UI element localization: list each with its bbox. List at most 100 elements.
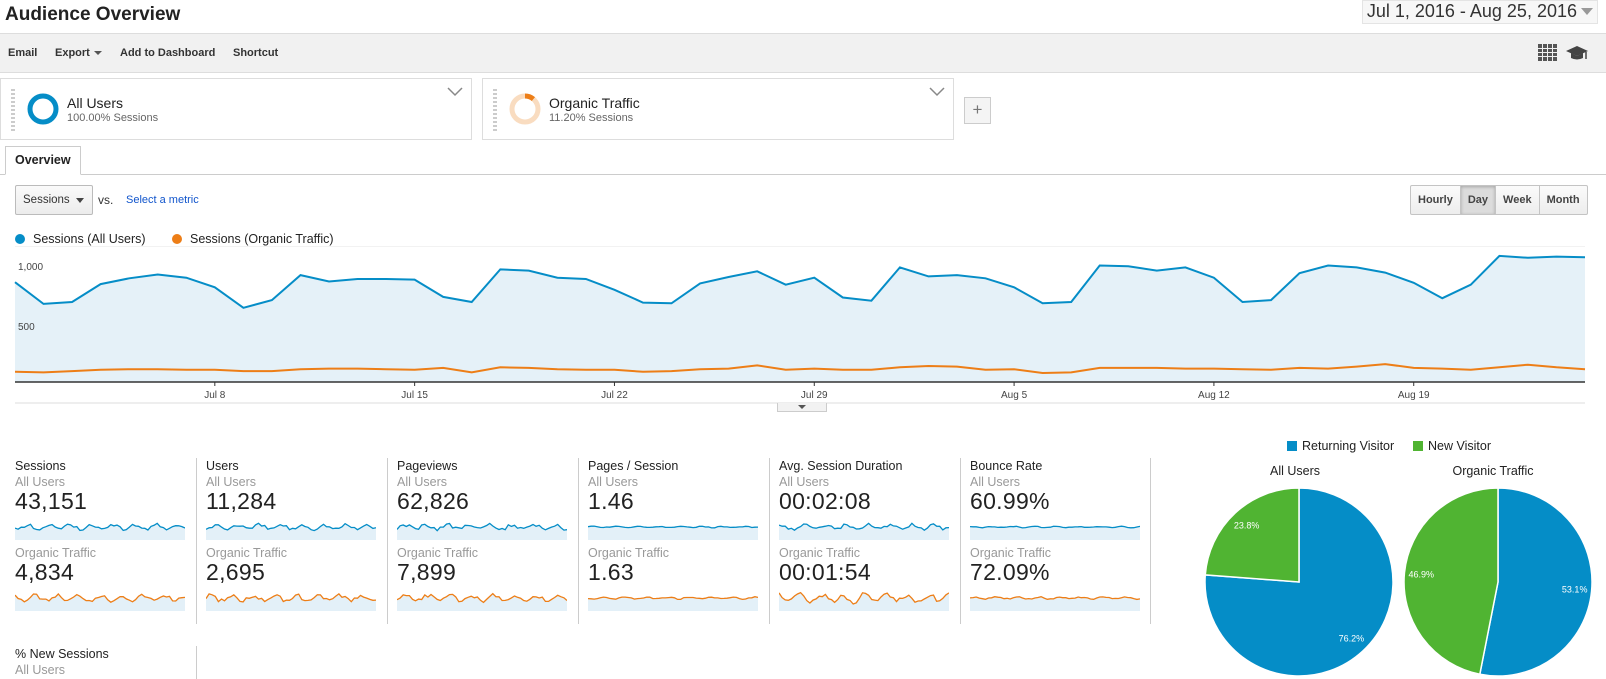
sparkline <box>15 522 185 540</box>
sparkline-line <box>779 522 949 531</box>
x-tick-label: Jul 8 <box>204 390 226 401</box>
caret-down-icon <box>76 198 84 203</box>
add-segment-button[interactable]: + <box>964 97 991 124</box>
scorecard-divider <box>960 458 961 624</box>
pie-slice-returning[interactable] <box>1204 487 1394 677</box>
pie-slice-new[interactable] <box>1403 487 1499 676</box>
scorecard[interactable]: Pages / Session All Users 1.46 Organic Traf… <box>588 459 764 611</box>
scorecard-segment-label: All Users <box>15 663 66 677</box>
chart-collapse-toggle[interactable] <box>777 403 827 412</box>
legend-label: New Visitor <box>1428 439 1491 453</box>
date-range-label: Jul 1, 2016 - Aug 25, 2016 <box>1366 1 1577 21</box>
scorecard-value: 7,899 <box>397 559 457 585</box>
sparkline-line <box>397 522 567 532</box>
sparkline-line <box>779 591 949 605</box>
period-hourly-button[interactable]: Hourly <box>1410 185 1461 215</box>
period-week-button[interactable]: Week <box>1495 185 1540 215</box>
segment-sessions-share: 100.00% Sessions <box>67 112 159 124</box>
caret-down-icon <box>93 51 102 56</box>
pie-slice-label: 76.2% <box>1339 634 1365 644</box>
pie-legend-new[interactable]: New Visitor <box>1413 439 1491 453</box>
segment-card-all-users[interactable]: All Users 100.00% Sessions <box>0 78 472 140</box>
sparkline-area <box>397 593 567 611</box>
drag-handle[interactable] <box>493 89 497 131</box>
sparkline <box>970 596 1140 611</box>
pie-chart-all-users[interactable]: 76.2% 23.8% <box>1203 486 1395 678</box>
scorecard[interactable]: Avg. Session Duration All Users 00:02:08 Or… <box>779 459 955 611</box>
pie-slice-returning[interactable] <box>1478 487 1593 677</box>
scorecard-value: 62,826 <box>397 488 470 514</box>
sparkline-line <box>206 593 376 603</box>
sparkline-area <box>15 523 185 540</box>
period-month-button[interactable]: Month <box>1538 185 1588 215</box>
sessions-line-chart[interactable]: 1,000 500 Jul 8 Jul 15 Jul 22 Jul 29 Aug 5 Aug … <box>0 246 1606 416</box>
scorecard-value: 43,151 <box>15 488 88 514</box>
graduation-cap-icon[interactable] <box>1566 43 1588 63</box>
sparkline-line <box>970 596 1140 601</box>
sparkline <box>397 592 567 611</box>
scorecard-segment-label: All Users <box>588 475 639 489</box>
scorecard[interactable]: Bounce Rate All Users 60.99% Organic Traffi… <box>970 459 1146 611</box>
legend-item-organic[interactable]: Sessions (Organic Traffic) <box>172 232 334 246</box>
sparkline-line <box>588 596 758 601</box>
email-button[interactable]: Email <box>8 47 38 59</box>
shortcut-button[interactable]: Shortcut <box>233 47 279 59</box>
scorecard-segment-label: All Users <box>206 475 257 489</box>
legend-swatch <box>1287 441 1297 451</box>
chevron-down-icon[interactable] <box>929 87 945 97</box>
period-day-button[interactable]: Day <box>1459 185 1497 215</box>
legend-item-all-users[interactable]: Sessions (All Users) <box>15 232 146 246</box>
report-toolbar: Email Export Add to Dashboard Shortcut <box>0 33 1606 73</box>
sparkline <box>588 596 758 611</box>
scorecard-segment-label: Organic Traffic <box>970 546 1052 560</box>
pie-chart-organic[interactable]: 53.1% 46.9% <box>1402 486 1594 678</box>
scorecard-segment-label: All Users <box>397 475 448 489</box>
scorecard[interactable]: Users All Users 11,284 Organic Traffic 2,695 <box>206 459 382 611</box>
scorecard-segment-label: Organic Traffic <box>588 546 670 560</box>
add-to-dashboard-button[interactable]: Add to Dashboard <box>120 47 216 59</box>
sparkline-area <box>15 594 185 611</box>
chevron-down-icon[interactable] <box>447 87 463 97</box>
metric-select[interactable]: Sessions <box>15 185 93 215</box>
sparkline-area <box>206 523 376 540</box>
pie-title-organic: Organic Traffic <box>1452 464 1534 478</box>
sparkline <box>206 593 376 611</box>
legend-dot <box>172 234 182 244</box>
scorecard-divider <box>769 458 770 624</box>
scorecard[interactable]: % New Sessions All Users <box>15 647 191 677</box>
date-range-picker[interactable]: Jul 1, 2016 - Aug 25, 2016 <box>1361 0 1598 24</box>
x-tick-label: Jul 15 <box>401 390 428 401</box>
scorecard[interactable]: Sessions All Users 43,151 Organic Traffic 4,… <box>15 459 191 611</box>
grid-icon[interactable] <box>1538 44 1558 62</box>
pie-legend-returning[interactable]: Returning Visitor <box>1287 439 1394 453</box>
scorecard-segment-label: Organic Traffic <box>779 546 861 560</box>
scorecard-title: Avg. Session Duration <box>779 459 903 473</box>
scorecard-value: 11,284 <box>206 488 277 514</box>
scorecard-title: Sessions <box>15 459 66 473</box>
legend-label: Sessions (All Users) <box>33 232 146 246</box>
sparkline-area <box>588 596 758 611</box>
scorecard-segment-label: All Users <box>15 475 66 489</box>
export-button[interactable]: Export <box>55 47 102 59</box>
scorecard-segment-label: Organic Traffic <box>397 546 479 560</box>
sparkline-line <box>206 522 376 532</box>
sparkline-line <box>588 525 758 529</box>
segment-donut-organic <box>509 93 541 125</box>
sparkline-area <box>588 526 758 540</box>
segment-card-organic-traffic[interactable]: Organic Traffic 11.20% Sessions <box>482 78 954 140</box>
scorecard-title: Bounce Rate <box>970 459 1043 473</box>
drag-handle[interactable] <box>11 89 15 131</box>
legend-label: Returning Visitor <box>1302 439 1395 453</box>
scorecard-value: 1.63 <box>588 559 634 585</box>
scorecard[interactable]: Pageviews All Users 62,826 Organic Traffic 7… <box>397 459 573 611</box>
export-label: Export <box>55 47 90 59</box>
caret-down-icon <box>798 405 806 409</box>
pie-slice-new[interactable] <box>1204 487 1300 583</box>
select-metric-link[interactable]: Select a metric <box>126 194 199 206</box>
scorecard-title: Pages / Session <box>588 459 679 473</box>
sparkline <box>779 522 949 540</box>
x-tick-label: Aug 12 <box>1198 390 1230 401</box>
sparkline <box>970 525 1140 540</box>
tab-overview[interactable]: Overview <box>5 146 81 175</box>
scorecard-segment-label: Organic Traffic <box>15 546 97 560</box>
